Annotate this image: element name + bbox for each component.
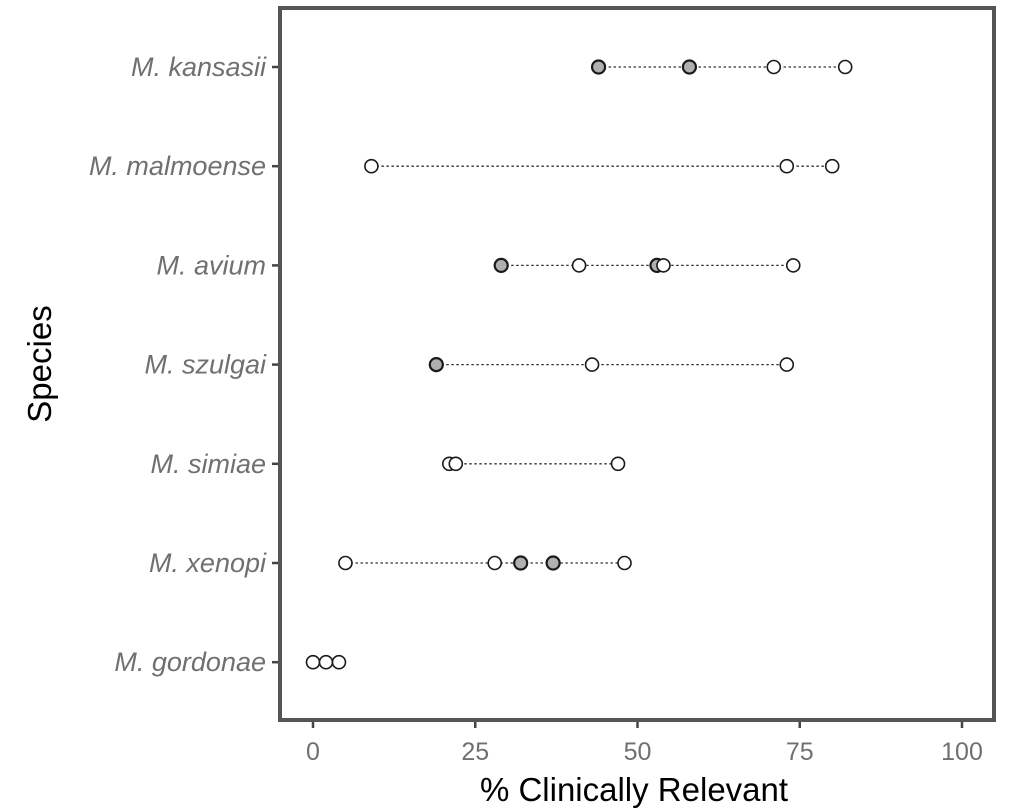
open-point-6 <box>656 258 671 273</box>
x-tick-label-4: 100 <box>941 738 983 766</box>
y-axis: M. kansasii M. malmoense M. avium M. szulga… <box>89 52 278 677</box>
y-tick-label-5: M. xenopi <box>149 548 267 578</box>
x-axis-title: % Clinically Relevant <box>480 771 788 808</box>
range-lines <box>313 66 846 663</box>
filled-point-4 <box>428 357 444 373</box>
open-point-16 <box>305 654 321 670</box>
filled-point-0 <box>590 59 607 75</box>
x-tick-label-0: 0 <box>306 738 320 766</box>
filled-point-1 <box>681 59 698 75</box>
open-point-14 <box>487 555 503 571</box>
filled-point-6 <box>545 555 561 571</box>
open-point-9 <box>779 357 795 372</box>
open-point-2 <box>364 158 379 174</box>
y-tick-label-1: M. malmoense <box>89 151 266 181</box>
y-tick-label-2: M. avium <box>156 250 266 280</box>
x-tick-label-2: 50 <box>624 738 652 766</box>
x-tick-label-3: 75 <box>786 738 814 766</box>
open-point-15 <box>617 555 632 571</box>
open-point-1 <box>837 59 853 75</box>
open-point-7 <box>785 258 801 273</box>
y-axis-title: Species <box>21 305 58 422</box>
y-tick-label-6: M. gordonae <box>114 647 266 677</box>
open-point-8 <box>584 357 600 372</box>
open-point-13 <box>338 555 353 571</box>
y-tick-label-0: M. kansasii <box>131 52 267 82</box>
data-points <box>305 59 853 670</box>
open-point-18 <box>331 654 347 670</box>
y-tick-label-3: M. szulgai <box>144 350 267 380</box>
x-tick-label-1: 25 <box>461 738 489 766</box>
open-point-17 <box>318 654 334 670</box>
x-axis: 0 25 50 75 100 <box>306 722 983 766</box>
open-point-12 <box>610 456 626 472</box>
open-point-3 <box>779 158 795 174</box>
filled-point-5 <box>513 555 529 571</box>
filled-point-2 <box>493 257 509 273</box>
open-point-0 <box>766 59 782 75</box>
open-point-5 <box>571 258 587 273</box>
plot-panel-border <box>278 6 996 722</box>
open-point-11 <box>448 456 464 472</box>
open-point-4 <box>824 158 840 174</box>
y-tick-label-4: M. simiae <box>150 449 266 479</box>
